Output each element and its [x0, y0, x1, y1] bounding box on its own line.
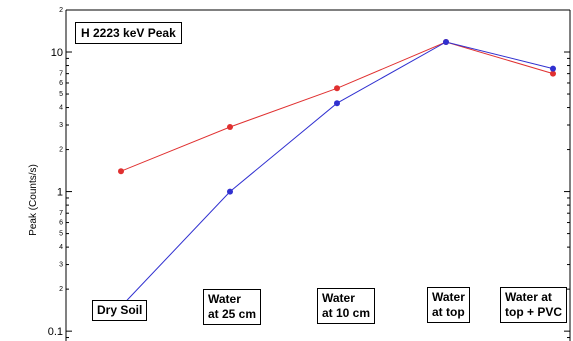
y-tick-label: 1 — [57, 187, 63, 199]
data-point — [550, 65, 556, 72]
y-tick-label: 6 — [59, 220, 63, 227]
y-tick-label: 2 — [59, 7, 63, 14]
series-layer — [118, 39, 556, 310]
y-tick-label: 5 — [59, 231, 63, 238]
chart-title: H 2223 keV Peak — [75, 22, 182, 44]
y-tick-label: 7 — [59, 210, 63, 217]
data-point — [118, 168, 124, 175]
y-tick-label: 3 — [59, 122, 63, 129]
category-label: Water at top — [427, 287, 470, 323]
data-point — [550, 70, 556, 77]
data-point — [227, 124, 233, 130]
chart-axes: 0.1 2 3 4 5 6 7 1 2 3 4 5 6 7 10 2 — [48, 7, 571, 341]
category-label: Dry Soil — [92, 300, 148, 321]
category-label: Water at 10 cm — [317, 288, 376, 324]
y-axis-label: Peak (Counts/s) — [28, 164, 39, 236]
y-tick-label: 3 — [59, 262, 63, 269]
series-line-1 — [120, 41, 554, 307]
y-tick-label: 4 — [59, 105, 63, 112]
category-label: Water at top + PVC — [500, 287, 568, 323]
y-tick-label: 5 — [59, 91, 63, 98]
data-point — [334, 85, 340, 92]
y-tick-label: 6 — [59, 80, 63, 87]
y-tick-label: 2 — [59, 286, 63, 293]
data-point — [227, 188, 233, 195]
y-tick-label: 0.1 — [48, 326, 63, 338]
y-tick-label: 2 — [59, 147, 63, 154]
category-label: Water at 25 cm — [203, 289, 262, 325]
data-point — [334, 100, 340, 107]
y-tick-label: 10 — [51, 47, 63, 59]
y-tick-label: 7 — [59, 71, 63, 78]
y-tick-label: 4 — [59, 244, 63, 251]
series-line-0 — [120, 41, 554, 172]
data-point — [443, 39, 449, 45]
